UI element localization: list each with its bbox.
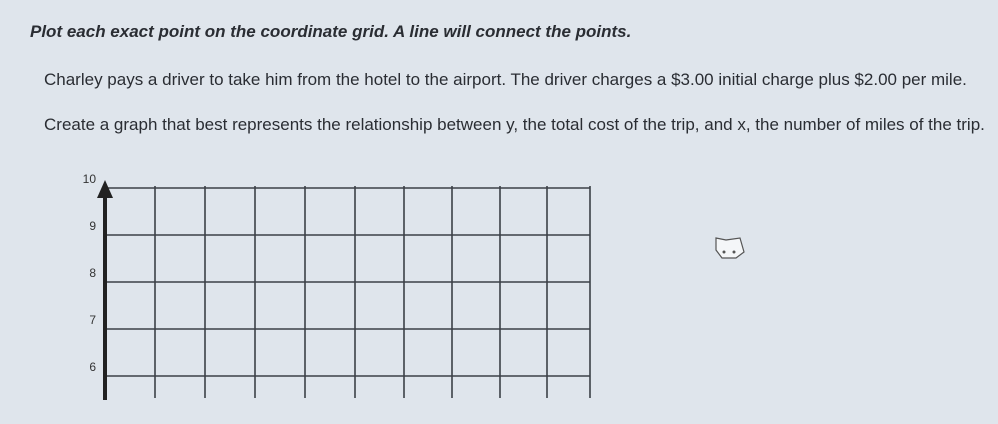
y-axis-arrow [97, 180, 113, 198]
question-text: Create a graph that best represents the … [44, 115, 985, 134]
instruction: Plot each exact point on the coordinate … [30, 22, 632, 41]
grid [105, 186, 591, 398]
problem-text: Charley pays a driver to take him from t… [44, 70, 967, 89]
y-tick-label: 6 [89, 360, 96, 374]
y-tick-label: 7 [89, 313, 96, 327]
y-tick-label: 8 [89, 266, 96, 280]
cursor-icon [715, 237, 745, 259]
y-tick-label: 10 [83, 172, 97, 186]
y-tick-label: 9 [89, 219, 96, 233]
